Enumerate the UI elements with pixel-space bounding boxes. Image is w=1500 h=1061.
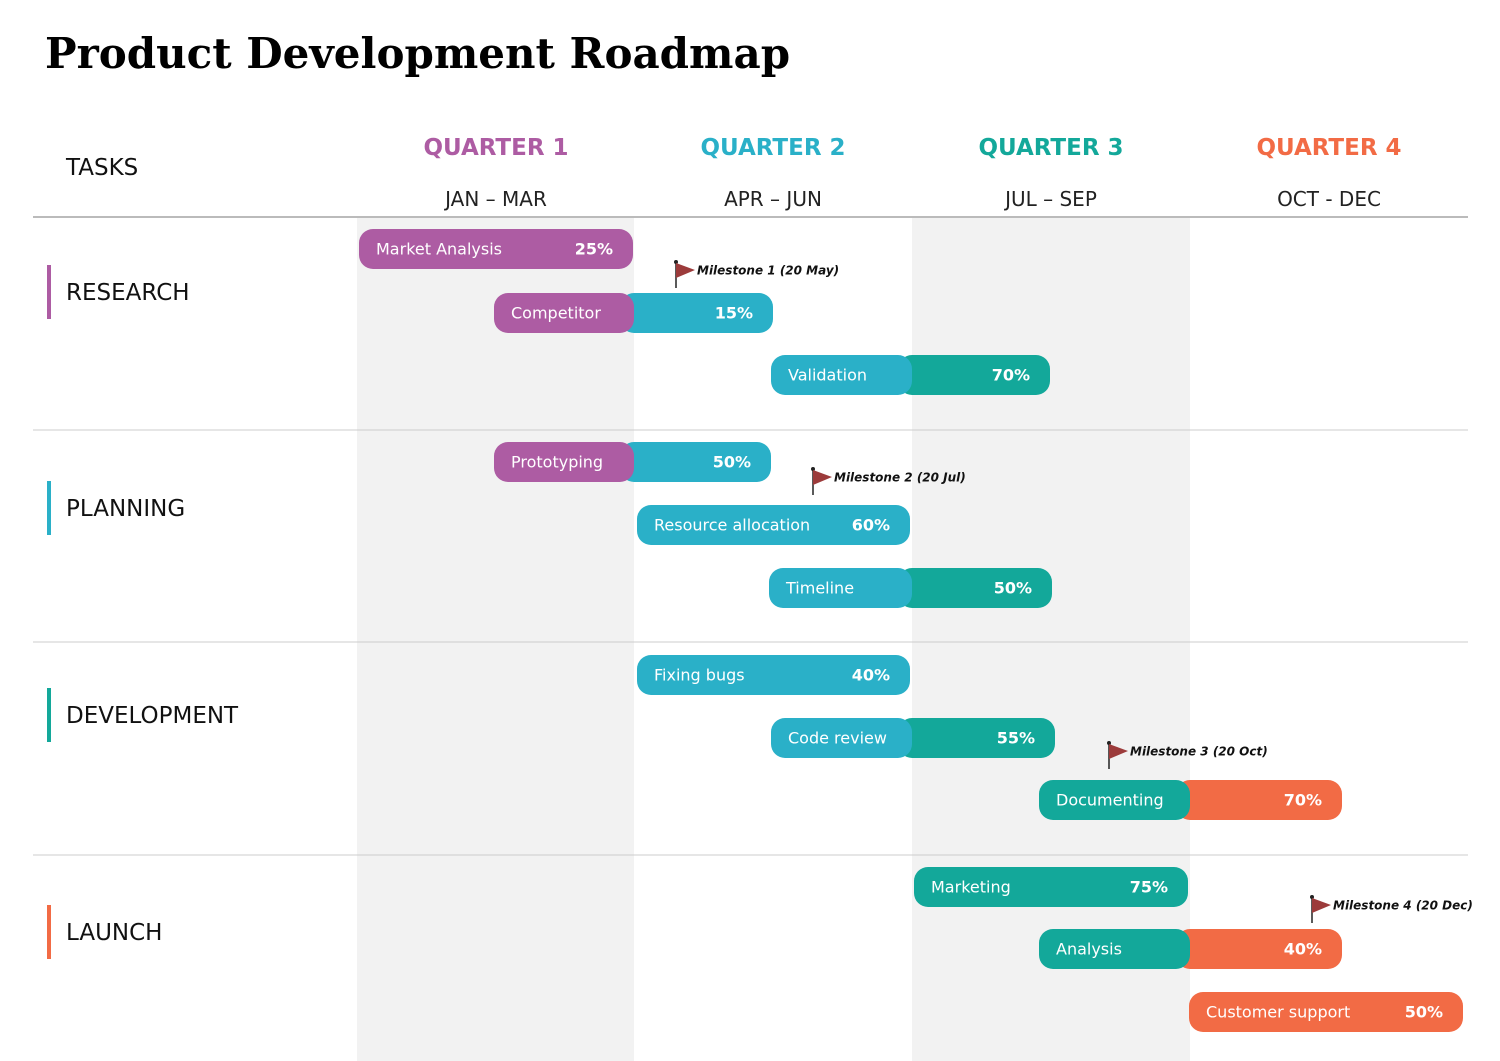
task-label: Timeline <box>785 579 854 598</box>
task-progress: 40% <box>852 666 890 685</box>
task-label: Customer support <box>1206 1003 1350 1022</box>
group-name: RESEARCH <box>66 280 190 306</box>
group-name: DEVELOPMENT <box>66 703 239 729</box>
task-label: Code review <box>788 729 887 748</box>
quarter-months: JAN – MAR <box>443 187 547 211</box>
milestone-flag <box>676 263 695 278</box>
task-label: Resource allocation <box>654 516 810 535</box>
milestone-flag <box>813 470 832 485</box>
task-progress: 55% <box>997 729 1035 748</box>
tasks-heading: TASKS <box>65 155 138 181</box>
title: Product Development Roadmap <box>45 29 790 78</box>
group-marker <box>47 265 51 319</box>
task-progress: 50% <box>713 453 751 472</box>
task-progress: 50% <box>994 579 1032 598</box>
task-label: Competitor <box>511 304 601 323</box>
task-progress: 15% <box>715 304 753 323</box>
quarter-name: QUARTER 3 <box>978 135 1123 161</box>
quarter-months: APR – JUN <box>724 187 822 211</box>
task-label: Documenting <box>1056 791 1164 810</box>
quarter-name: QUARTER 4 <box>1256 135 1401 161</box>
task-progress: 70% <box>1284 791 1322 810</box>
task-progress: 70% <box>992 366 1030 385</box>
group-name: LAUNCH <box>66 920 162 946</box>
milestone-label: Milestone 3 (20 Oct) <box>1130 745 1268 759</box>
group-marker <box>47 688 51 742</box>
task-label: Market Analysis <box>376 240 502 259</box>
group-marker <box>47 481 51 535</box>
milestone-flag <box>1312 898 1331 913</box>
quarter-name: QUARTER 1 <box>423 135 568 161</box>
milestone-label: Milestone 1 (20 May) <box>697 264 839 278</box>
task-progress: 40% <box>1284 940 1322 959</box>
quarter-name: QUARTER 2 <box>700 135 845 161</box>
quarter-months: JUL – SEP <box>1003 187 1097 211</box>
task-label: Marketing <box>931 878 1011 897</box>
group-marker <box>47 905 51 959</box>
task-label: Analysis <box>1056 940 1122 959</box>
task-label: Fixing bugs <box>654 666 745 685</box>
task-progress: 75% <box>1130 878 1168 897</box>
quarter-shade <box>357 218 634 1061</box>
quarter-months: OCT - DEC <box>1277 187 1381 211</box>
task-label: Validation <box>788 366 867 385</box>
milestone-label: Milestone 4 (20 Dec) <box>1333 899 1473 913</box>
task-label: Prototyping <box>511 453 603 472</box>
group-name: PLANNING <box>66 496 185 522</box>
milestone-label: Milestone 2 (20 Jul) <box>834 471 966 485</box>
task-progress: 50% <box>1405 1003 1443 1022</box>
task-progress: 60% <box>852 516 890 535</box>
task-progress: 25% <box>575 240 613 259</box>
